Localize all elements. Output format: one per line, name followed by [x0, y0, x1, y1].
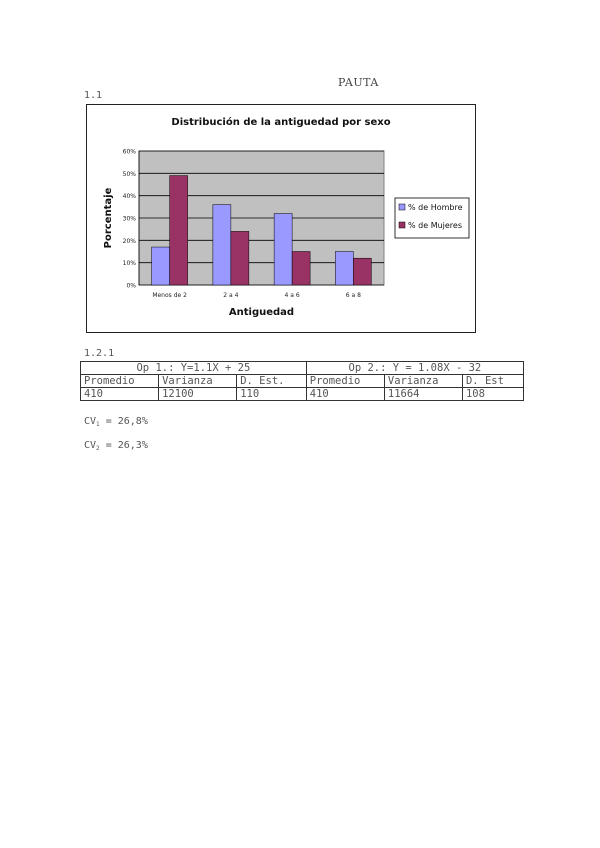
legend-swatch	[398, 221, 406, 229]
cell-promedio-2: 410	[305, 387, 385, 401]
bar	[291, 251, 311, 286]
option-2-header: Op 2.: Y = 1.08X - 32	[305, 361, 525, 375]
cell-promedio-1: 410	[79, 387, 160, 401]
bar-chart: 0% 10% 20% 30% 40% 50% 60% Menos de 2 2 a 4 4 a 6…	[103, 149, 470, 318]
legend-label: % de Hombre	[408, 203, 463, 212]
col-promedio-1: Promedio	[79, 374, 160, 388]
cv2-subscript: 2	[96, 445, 100, 452]
y-tick-label: 30%	[123, 216, 137, 223]
y-tick-label: 20%	[123, 238, 137, 245]
cell-varianza-1: 12100	[158, 387, 238, 401]
legend	[394, 197, 470, 239]
col-varianza-2: Varianza	[383, 374, 463, 388]
bar	[353, 257, 372, 286]
cv2-line: CV2 = 26,3%	[84, 440, 148, 452]
table-header-row: Op 1.: Y=1.1X + 25 Op 2.: Y = 1.08X - 32	[80, 361, 525, 375]
cell-dest-2: 108	[461, 387, 525, 401]
x-axis-label: Antiguedad	[229, 307, 294, 318]
col-dest-2: D. Est	[461, 374, 525, 388]
table-subheader-row: Promedio Varianza D. Est. Promedio Varia…	[79, 374, 525, 388]
option-1-header: Op 1.: Y=1.1X + 25	[80, 361, 307, 375]
chart-frame: Distribución de la antiguedad por sexo 0…	[86, 104, 476, 333]
cv1-value: = 26,8%	[99, 416, 148, 427]
y-tick-label: 50%	[123, 171, 137, 178]
section-number-2: 1.2.1	[84, 348, 115, 359]
bar	[212, 204, 232, 286]
cv1-label: CV	[84, 416, 97, 427]
y-tick-label: 40%	[123, 193, 137, 200]
bar	[151, 246, 170, 286]
x-tick-label: 6 a 8	[346, 292, 361, 299]
x-tick-label: Menos de 2	[152, 292, 187, 299]
col-promedio-2: Promedio	[305, 374, 385, 388]
chart-title: Distribución de la antiguedad por sexo	[171, 117, 391, 128]
x-tick-label: 2 a 4	[223, 292, 238, 299]
bar	[169, 175, 188, 286]
y-tick-label: 10%	[123, 260, 137, 267]
y-tick-label: 0%	[126, 283, 136, 290]
legend-label: % de Mujeres	[408, 221, 462, 230]
legend-swatch	[398, 203, 406, 211]
section-number-1: 1.1	[84, 90, 103, 101]
bar	[230, 231, 250, 286]
cv1-subscript: 1	[96, 421, 100, 428]
col-dest-1: D. Est.	[236, 374, 307, 388]
cv2-value: = 26,3%	[99, 440, 148, 451]
table-row: 410 12100 110 410 11664 108	[79, 387, 525, 401]
cv2-label: CV	[84, 440, 97, 451]
bar	[273, 213, 293, 286]
page-title: PAUTA	[338, 76, 379, 89]
x-tick-label: 4 a 6	[285, 292, 300, 299]
stats-table: Op 1.: Y=1.1X + 25 Op 2.: Y = 1.08X - 32…	[79, 361, 525, 401]
cv1-line: CV1 = 26,8%	[84, 416, 148, 428]
cell-varianza-2: 11664	[383, 387, 463, 401]
bar	[335, 251, 354, 286]
y-tick-label: 60%	[123, 149, 137, 156]
y-axis-label: Porcentaje	[103, 187, 114, 248]
col-varianza-1: Varianza	[158, 374, 238, 388]
cell-dest-1: 110	[236, 387, 307, 401]
